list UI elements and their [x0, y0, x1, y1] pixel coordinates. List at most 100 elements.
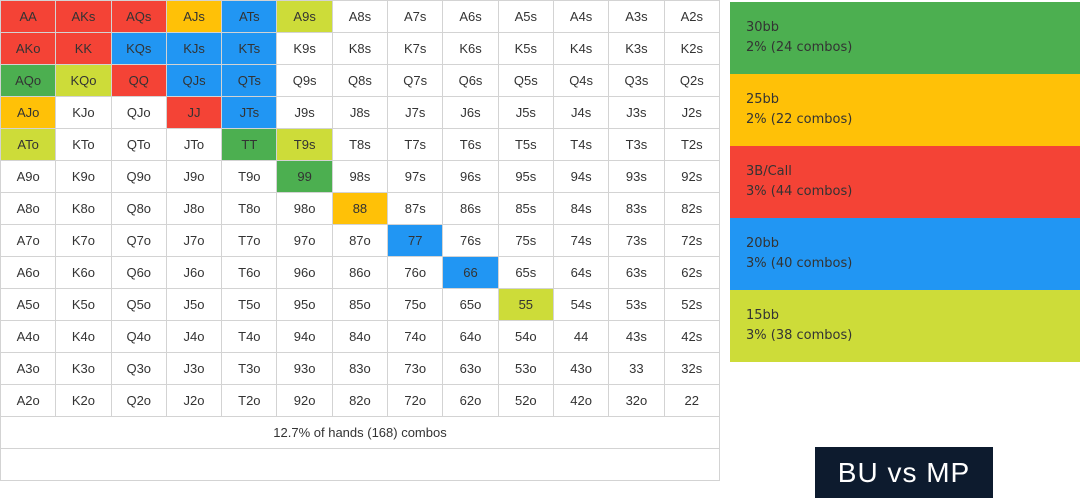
hand-cell[interactable]: 96s: [442, 160, 499, 193]
hand-cell[interactable]: 44: [552, 320, 610, 353]
hand-cell[interactable]: 72o: [387, 384, 444, 417]
hand-cell[interactable]: 86s: [442, 192, 499, 225]
hand-cell[interactable]: ATo: [0, 128, 57, 161]
hand-cell[interactable]: 63s: [608, 256, 665, 289]
hand-cell[interactable]: 82o: [331, 384, 389, 417]
hand-cell[interactable]: J3s: [608, 96, 665, 129]
hand-cell[interactable]: 42o: [552, 384, 610, 417]
hand-cell[interactable]: K8o: [55, 192, 112, 225]
hand-cell[interactable]: 63o: [442, 352, 499, 385]
hand-cell[interactable]: K5o: [55, 288, 112, 321]
hand-cell[interactable]: 53o: [497, 352, 554, 385]
hand-cell[interactable]: 42s: [663, 320, 721, 353]
hand-cell[interactable]: 99: [276, 160, 333, 193]
hand-cell[interactable]: 53s: [608, 288, 665, 321]
hand-cell[interactable]: 74s: [552, 224, 610, 257]
hand-cell[interactable]: Q8s: [331, 64, 389, 97]
hand-cell[interactable]: QTo: [110, 128, 167, 161]
hand-cell[interactable]: 95o: [276, 288, 333, 321]
hand-cell[interactable]: J6s: [442, 96, 499, 129]
hand-cell[interactable]: J7s: [387, 96, 444, 129]
hand-cell[interactable]: Q9s: [276, 64, 333, 97]
hand-cell[interactable]: Q3s: [608, 64, 665, 97]
hand-cell[interactable]: T6s: [442, 128, 499, 161]
hand-cell[interactable]: 93s: [608, 160, 665, 193]
hand-cell[interactable]: 85s: [497, 192, 554, 225]
hand-cell[interactable]: Q5o: [110, 288, 167, 321]
hand-cell[interactable]: 65o: [442, 288, 499, 321]
hand-cell[interactable]: K5s: [497, 32, 554, 65]
hand-cell[interactable]: 52s: [663, 288, 721, 321]
hand-cell[interactable]: 93o: [276, 352, 333, 385]
hand-cell[interactable]: AJs: [165, 0, 223, 33]
hand-cell[interactable]: KJo: [55, 96, 112, 129]
hand-cell[interactable]: Q7s: [387, 64, 444, 97]
hand-cell[interactable]: Q3o: [110, 352, 167, 385]
hand-cell[interactable]: 95s: [497, 160, 554, 193]
hand-cell[interactable]: K6o: [55, 256, 112, 289]
hand-cell[interactable]: 54s: [552, 288, 610, 321]
hand-cell[interactable]: Q2s: [663, 64, 721, 97]
hand-cell[interactable]: T2s: [663, 128, 721, 161]
hand-cell[interactable]: 74o: [387, 320, 444, 353]
hand-cell[interactable]: 54o: [497, 320, 554, 353]
hand-cell[interactable]: KK: [55, 32, 112, 65]
hand-cell[interactable]: QTs: [221, 64, 278, 97]
hand-cell[interactable]: 92o: [276, 384, 333, 417]
hand-cell[interactable]: 75s: [497, 224, 554, 257]
hand-cell[interactable]: A6s: [442, 0, 499, 33]
hand-cell[interactable]: A9o: [0, 160, 57, 193]
hand-cell[interactable]: JJ: [165, 96, 223, 129]
hand-cell[interactable]: 86o: [331, 256, 389, 289]
hand-cell[interactable]: 32s: [663, 352, 721, 385]
hand-cell[interactable]: 83o: [331, 352, 389, 385]
hand-cell[interactable]: K7s: [387, 32, 444, 65]
hand-cell[interactable]: T5o: [221, 288, 278, 321]
hand-cell[interactable]: 43o: [552, 352, 610, 385]
hand-cell[interactable]: 92s: [663, 160, 721, 193]
hand-cell[interactable]: 97o: [276, 224, 333, 257]
hand-cell[interactable]: 96o: [276, 256, 333, 289]
hand-cell[interactable]: 52o: [497, 384, 554, 417]
hand-cell[interactable]: Q6s: [442, 64, 499, 97]
hand-cell[interactable]: K3s: [608, 32, 665, 65]
hand-cell[interactable]: Q4s: [552, 64, 610, 97]
hand-cell[interactable]: 32o: [608, 384, 665, 417]
hand-cell[interactable]: 62s: [663, 256, 721, 289]
hand-cell[interactable]: K2o: [55, 384, 112, 417]
hand-cell[interactable]: J2o: [165, 384, 223, 417]
hand-cell[interactable]: JTo: [165, 128, 223, 161]
hand-cell[interactable]: J5o: [165, 288, 223, 321]
hand-cell[interactable]: J4o: [165, 320, 223, 353]
hand-cell[interactable]: A4s: [552, 0, 610, 33]
hand-cell[interactable]: T3o: [221, 352, 278, 385]
hand-cell[interactable]: JTs: [221, 96, 278, 129]
hand-cell[interactable]: K7o: [55, 224, 112, 257]
hand-cell[interactable]: Q7o: [110, 224, 167, 257]
hand-cell[interactable]: 76o: [387, 256, 444, 289]
hand-cell[interactable]: 83s: [608, 192, 665, 225]
hand-cell[interactable]: A7o: [0, 224, 57, 257]
hand-cell[interactable]: 43s: [608, 320, 665, 353]
hand-cell[interactable]: J2s: [663, 96, 721, 129]
hand-cell[interactable]: A5o: [0, 288, 57, 321]
hand-cell[interactable]: AKo: [0, 32, 57, 65]
hand-cell[interactable]: 64s: [552, 256, 610, 289]
hand-cell[interactable]: KTo: [55, 128, 112, 161]
hand-cell[interactable]: K9s: [276, 32, 333, 65]
hand-cell[interactable]: T7s: [387, 128, 444, 161]
hand-cell[interactable]: K6s: [442, 32, 499, 65]
hand-cell[interactable]: T4o: [221, 320, 278, 353]
hand-cell[interactable]: QJo: [110, 96, 167, 129]
hand-cell[interactable]: TT: [221, 128, 278, 161]
hand-cell[interactable]: T7o: [221, 224, 278, 257]
hand-cell[interactable]: A2s: [663, 0, 721, 33]
hand-cell[interactable]: 82s: [663, 192, 721, 225]
hand-cell[interactable]: 84o: [331, 320, 389, 353]
hand-cell[interactable]: 33: [608, 352, 665, 385]
hand-cell[interactable]: K3o: [55, 352, 112, 385]
hand-cell[interactable]: T4s: [552, 128, 610, 161]
hand-cell[interactable]: J8s: [331, 96, 389, 129]
hand-cell[interactable]: QJs: [165, 64, 223, 97]
hand-cell[interactable]: 75o: [387, 288, 444, 321]
